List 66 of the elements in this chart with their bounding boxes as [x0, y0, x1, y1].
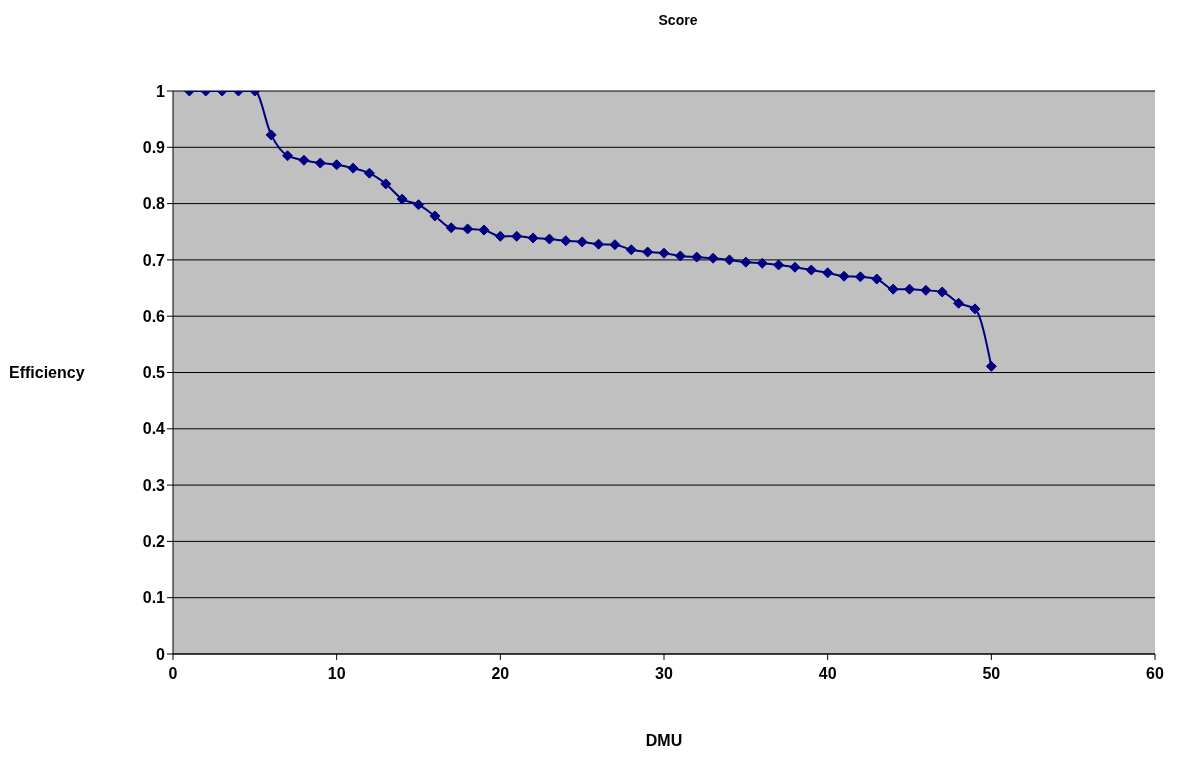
point — [674, 250, 686, 262]
point — [265, 129, 277, 141]
point — [740, 256, 752, 268]
point — [462, 223, 474, 235]
y-tick-label: 0.9 — [142, 138, 166, 156]
point — [773, 259, 785, 271]
y-tick-label: 0.5 — [142, 364, 166, 382]
point — [413, 199, 424, 211]
point — [936, 286, 948, 298]
x-tick-label: 50 — [982, 665, 1001, 683]
point — [282, 150, 294, 162]
point — [822, 267, 834, 279]
point — [396, 193, 408, 205]
point — [347, 162, 359, 174]
x-tick-label: 10 — [327, 665, 346, 683]
point — [658, 247, 670, 259]
point — [625, 244, 637, 256]
point — [314, 157, 326, 169]
point — [511, 230, 523, 242]
chart-title: Score — [657, 12, 699, 28]
point — [756, 257, 768, 269]
point — [838, 270, 850, 282]
point — [298, 154, 310, 166]
point — [920, 284, 932, 296]
point — [871, 273, 883, 285]
point — [593, 238, 605, 250]
point — [904, 283, 915, 295]
point — [478, 224, 490, 236]
x-tick-label: 0 — [168, 665, 178, 683]
point — [445, 222, 457, 234]
point — [969, 303, 981, 315]
point — [543, 233, 555, 245]
point — [527, 232, 539, 244]
x-tick-label: 60 — [1146, 665, 1164, 683]
point — [363, 167, 375, 179]
x-tick-label: 40 — [818, 665, 837, 683]
x-axis-title: DMU — [645, 731, 683, 749]
point — [560, 235, 572, 247]
point — [723, 254, 735, 266]
point — [429, 210, 441, 222]
y-tick-label: 0.6 — [142, 307, 166, 325]
point — [642, 246, 654, 258]
point — [789, 261, 801, 273]
y-tick-label: 0.4 — [142, 420, 166, 438]
y-tick-label: 0.2 — [142, 533, 166, 551]
point — [691, 251, 703, 263]
point — [380, 178, 392, 190]
y-axis-title: Efficiency — [9, 364, 85, 381]
point — [609, 239, 621, 251]
point — [953, 297, 965, 309]
y-tick-label: 0.1 — [142, 589, 166, 607]
x-tick-label: 20 — [491, 665, 510, 683]
point — [887, 283, 899, 295]
y-tick-label: 0.7 — [142, 251, 166, 269]
y-tick-label: 0.3 — [142, 476, 166, 494]
point — [854, 271, 866, 283]
point — [707, 252, 719, 264]
y-tick-label: 1 — [156, 82, 166, 100]
y-tick-label: 0 — [156, 645, 166, 663]
point — [494, 230, 506, 242]
x-tick-label: 30 — [655, 665, 673, 683]
point — [576, 236, 588, 248]
y-tick-label: 0.8 — [142, 195, 166, 213]
point — [331, 159, 343, 171]
point — [805, 264, 817, 276]
point — [985, 360, 997, 372]
